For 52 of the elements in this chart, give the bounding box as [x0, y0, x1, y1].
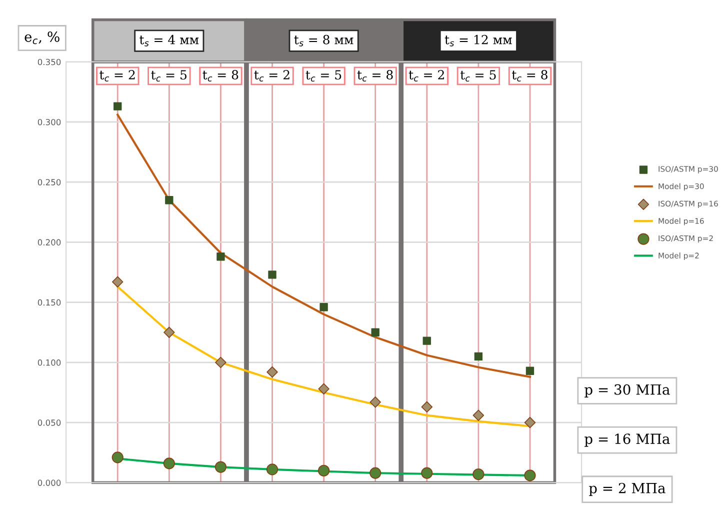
x-tick-label: t$_{c}$ = 8	[512, 70, 548, 82]
point	[524, 416, 536, 428]
point	[112, 452, 124, 464]
point	[214, 461, 227, 473]
line-series	[116, 114, 532, 378]
point	[474, 352, 483, 361]
point	[318, 383, 330, 394]
point	[370, 467, 382, 479]
point	[114, 102, 122, 110]
text: t$_{s}$ = 8 мм	[294, 34, 354, 46]
text: t$_{s}$ = 12 мм	[444, 34, 512, 46]
y-tick-label: 0.350	[38, 58, 61, 66]
point	[266, 464, 278, 476]
point	[112, 276, 124, 288]
point	[320, 303, 328, 312]
point	[216, 252, 225, 261]
x-tick-label: t$_{c}$ = 8	[202, 70, 238, 82]
point	[268, 270, 276, 279]
point	[526, 366, 534, 375]
text: p = 16 МПа	[584, 434, 670, 447]
x-tick-label: t$_{c}$ = 5	[306, 70, 342, 82]
point	[266, 366, 278, 378]
point	[215, 356, 226, 368]
y-axis-title: e$_{c}$, %	[24, 31, 60, 44]
point	[422, 336, 431, 345]
x-tick-label: t$_{c}$ = 2	[100, 70, 135, 82]
y-tick-label: 0.100	[38, 359, 61, 366]
point	[163, 458, 175, 470]
x-tick-label: t$_{c}$ = 5	[151, 70, 186, 82]
y-tick-label: 0.300	[38, 118, 61, 126]
point	[370, 396, 381, 408]
point	[421, 401, 433, 413]
point	[371, 328, 380, 336]
x-tick-label: t$_{c}$ = 2	[408, 70, 444, 82]
point	[164, 326, 175, 338]
point	[318, 464, 330, 476]
point	[165, 196, 174, 204]
point	[421, 467, 433, 479]
point	[472, 468, 484, 480]
y-tick-label: 0.050	[38, 420, 61, 426]
y-tick-label: 0.200	[38, 239, 61, 246]
y-tick-label: 0.250	[38, 179, 61, 186]
point	[472, 410, 484, 421]
x-tick-label: t$_{c}$ = 5	[460, 70, 496, 82]
x-tick-label: t$_{c}$ = 8	[357, 70, 393, 82]
text: t$_{s}$ = 4 мм	[140, 34, 199, 46]
y-tick-label: 0.150	[38, 299, 61, 306]
text: p = 30 МПа	[584, 384, 670, 398]
y-tick-label: 0.000	[38, 480, 61, 486]
text: p = 2 МПа	[588, 482, 666, 496]
point	[524, 470, 536, 482]
x-tick-label: t$_{c}$ = 2	[254, 70, 290, 82]
